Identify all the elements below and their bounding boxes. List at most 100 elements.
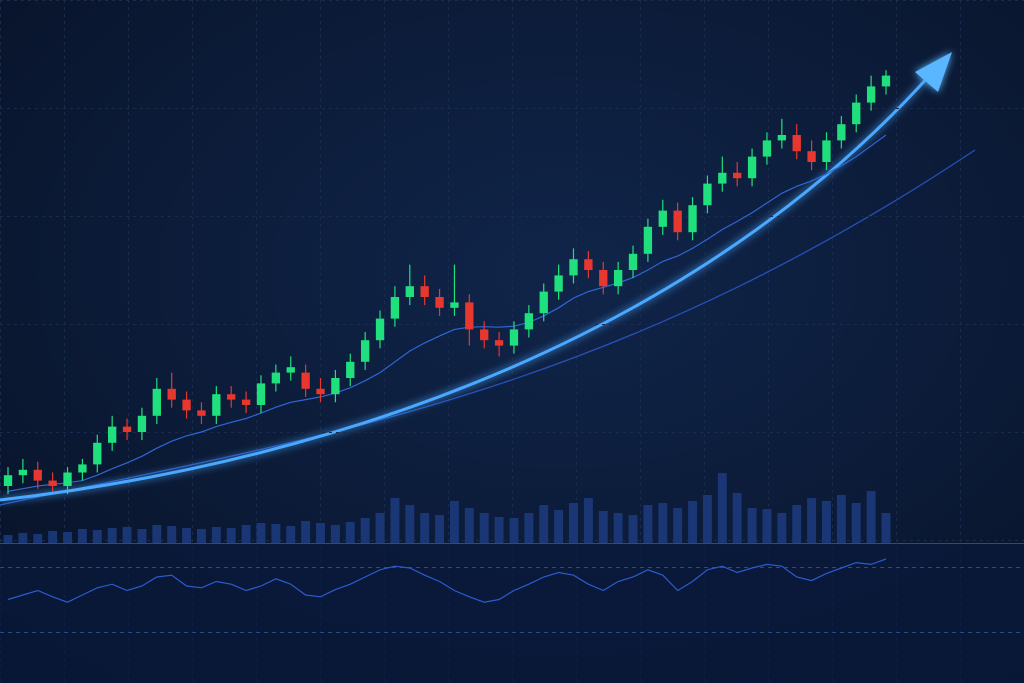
candle-body [390, 297, 400, 319]
volume-bar [673, 508, 683, 543]
volume-bar [688, 501, 698, 543]
candle-body [122, 426, 132, 432]
volume-bar [420, 513, 430, 543]
volume-bar [539, 505, 549, 543]
volume-bar [211, 527, 221, 543]
candle-body [435, 297, 444, 308]
volume-bar [33, 534, 43, 543]
candle-body [866, 86, 876, 103]
candle-body [301, 372, 310, 389]
trend-arrow [0, 52, 952, 502]
volume-bar [18, 533, 28, 543]
lower-panel [0, 543, 1024, 683]
volume-bar [613, 513, 623, 543]
volume-bar [732, 493, 742, 543]
candle-body [703, 183, 712, 206]
candle-body [316, 388, 325, 395]
candle-body [599, 270, 608, 287]
candle-body [807, 151, 816, 162]
candle-body [93, 442, 102, 465]
volume-bar [286, 526, 296, 543]
candle-body [881, 75, 891, 87]
volume-bar [717, 473, 727, 543]
candle-body [539, 291, 548, 314]
volume-bar [777, 513, 787, 543]
candle-body [108, 426, 117, 443]
candle-body [465, 302, 474, 330]
plot [0, 0, 1024, 603]
trend-line [0, 149, 976, 506]
volume-bar [256, 523, 266, 543]
volume-bar [241, 525, 251, 543]
volume-bar [182, 528, 192, 543]
candle-body [822, 140, 831, 162]
volume-bar [107, 528, 117, 543]
candle-body [182, 399, 191, 411]
volume-bar [226, 528, 236, 543]
volume-bar [524, 513, 534, 543]
volume-bar [330, 525, 340, 543]
volume-bar [658, 503, 668, 543]
candle-body [777, 135, 786, 141]
volume-bar [345, 522, 355, 543]
volume-bar [598, 511, 608, 543]
candle-body [256, 383, 266, 405]
candle-body [241, 399, 251, 405]
volume-bar [702, 495, 712, 543]
candle-body [688, 205, 697, 233]
volume-bar [509, 518, 519, 543]
volume-bar [316, 523, 325, 543]
volume-bar [866, 491, 876, 543]
candle-body [3, 475, 13, 486]
candle-body [509, 329, 519, 346]
volume-bar [569, 503, 578, 543]
candle-body [197, 410, 206, 416]
volume-bar [464, 508, 474, 543]
candle-body [346, 361, 355, 378]
trend-arrow-shaft [0, 73, 932, 502]
candle-body [331, 378, 340, 395]
candle-body [762, 140, 772, 157]
volume-bar [762, 509, 772, 543]
volume-bar [301, 521, 311, 543]
volume-bar [3, 535, 13, 543]
trend-arrow-head [915, 52, 952, 92]
volume-bar [822, 501, 831, 543]
candle-body [613, 270, 623, 287]
volume-bar [449, 501, 459, 543]
volume-bar [881, 513, 891, 543]
candle-body [733, 172, 742, 179]
candle-body [837, 124, 846, 141]
candle-body [286, 367, 295, 373]
candle-body [494, 340, 504, 346]
volume-bar [375, 513, 385, 543]
volume-bar [479, 513, 489, 543]
volume-bar [48, 531, 58, 543]
candle-body [212, 394, 221, 416]
candle-body [524, 313, 534, 330]
volume-bar [836, 495, 846, 543]
candle-body [584, 259, 593, 270]
candle-body [718, 172, 727, 184]
candle-body [63, 472, 72, 486]
volume-bar [360, 518, 370, 543]
candle-body [420, 286, 429, 297]
candle-body [450, 302, 459, 308]
candle-body [360, 340, 370, 362]
candle-body [227, 394, 236, 400]
volume-bar [63, 532, 72, 543]
volume-bar [405, 505, 415, 543]
volume-bar [494, 517, 504, 543]
volume-bar [643, 505, 653, 543]
volume-bar [271, 524, 281, 543]
moving-average [7, 134, 887, 492]
candle-body [18, 469, 28, 476]
candle-body [271, 372, 281, 384]
volume-bar [747, 508, 757, 543]
candle-body [167, 388, 176, 400]
candle-body [643, 226, 653, 254]
candle-body [554, 275, 563, 292]
candle-body [33, 469, 42, 481]
